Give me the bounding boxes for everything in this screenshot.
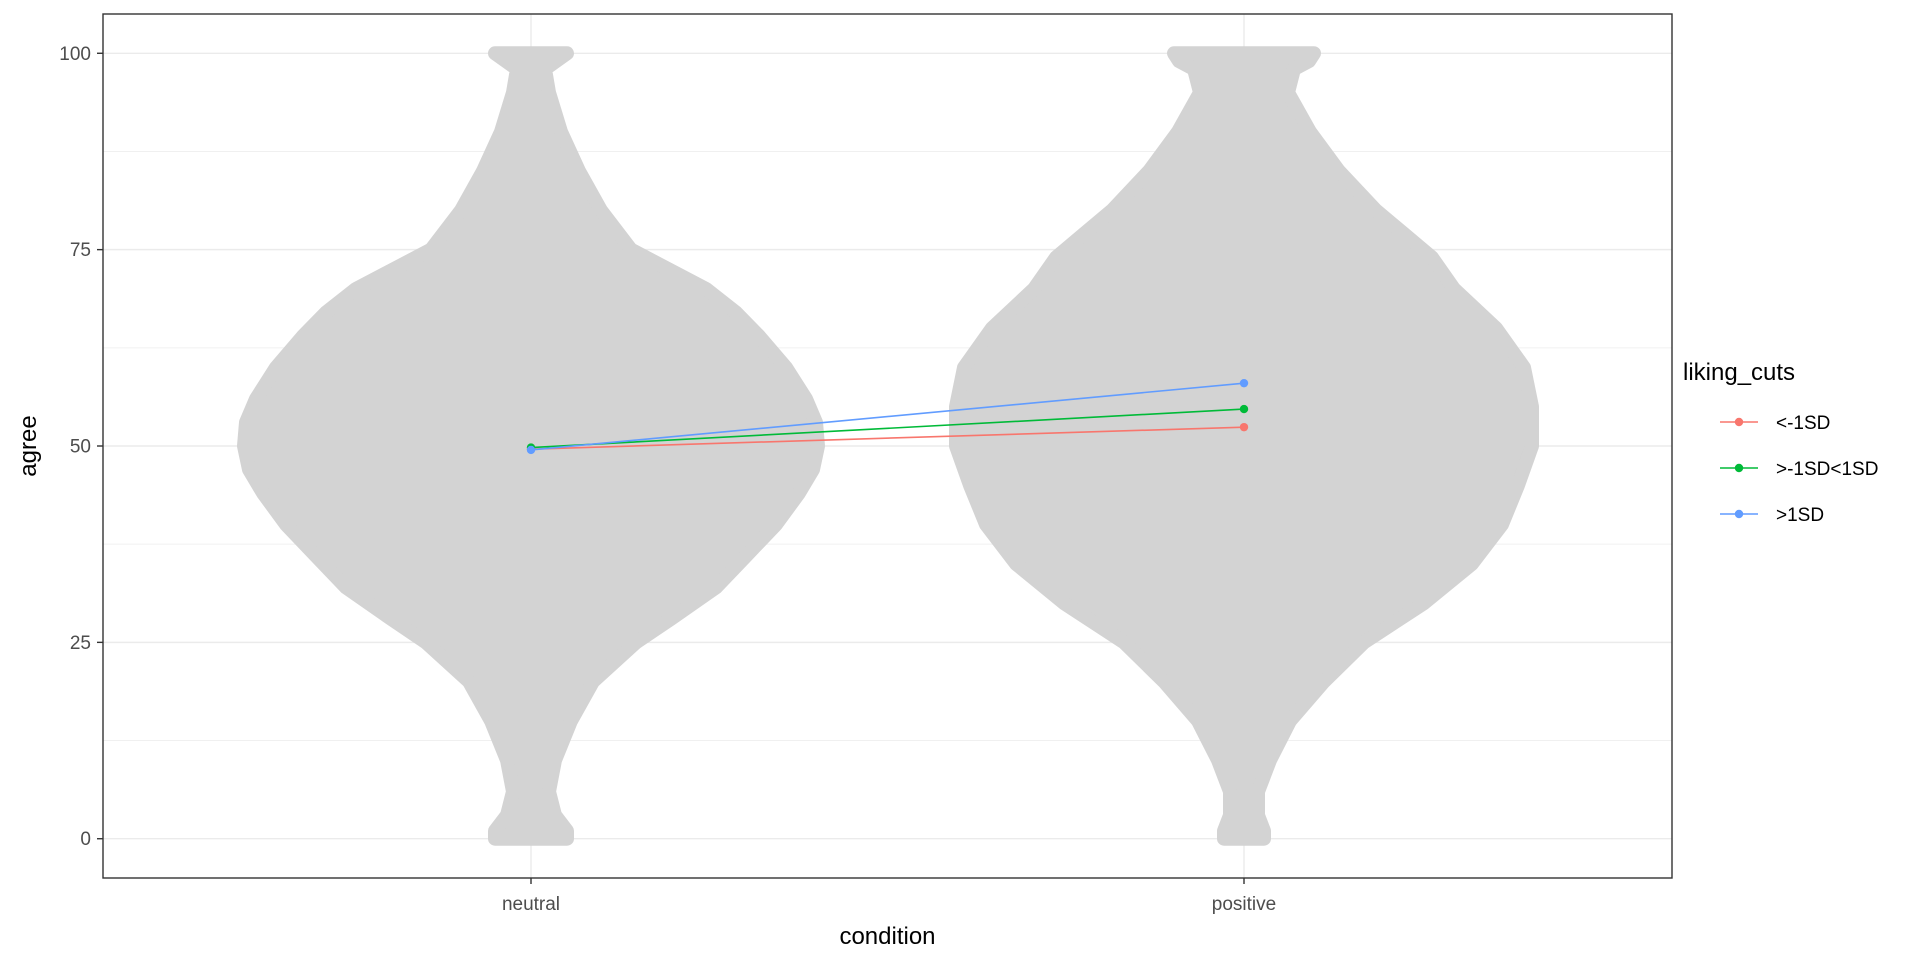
beeswarm-positive [949,46,1539,846]
legend-key-point [1734,509,1744,519]
y-tick-label: 75 [70,240,91,261]
y-tick-label: 0 [80,829,91,850]
legend-items: <-1SD >-1SD<1SD >1SD [1720,413,1878,526]
legend-title: liking_cuts [1683,359,1795,386]
y-tick-label: 25 [70,633,91,654]
legend: liking_cuts <-1SD >-1SD<1SD >1SD [1683,359,1878,526]
legend-label: >-1SD<1SD [1776,459,1878,480]
legend-label: >1SD [1776,505,1824,526]
legend-item: >-1SD<1SD [1720,459,1878,480]
y-tick-label: 50 [70,437,91,458]
series-lines [526,378,1249,455]
series-point [1239,378,1249,388]
x-tick-label: positive [1212,894,1276,915]
series-2 [526,378,1249,455]
x-axis-title: condition [839,923,935,950]
series-point [1239,422,1249,432]
y-axis-ticks: 0 25 50 75 100 [59,44,103,850]
series-point [526,445,536,455]
x-tick-label: neutral [502,894,560,915]
series-line [530,382,1245,451]
legend-key-point [1734,417,1744,427]
legend-label: <-1SD [1776,413,1830,434]
legend-key-point [1734,463,1744,473]
legend-item: <-1SD [1720,413,1830,434]
series-line [530,426,1245,450]
y-tick-label: 100 [59,44,91,65]
y-axis-title: agree [15,415,42,476]
x-axis-ticks: neutral positive [502,878,1276,915]
series-line [530,408,1245,449]
series-point [1239,404,1249,414]
legend-item: >1SD [1720,505,1824,526]
